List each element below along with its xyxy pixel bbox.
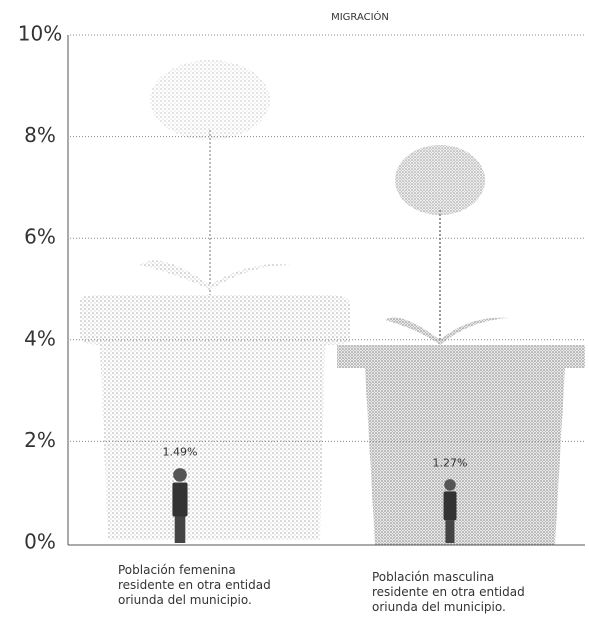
person-head xyxy=(173,468,187,482)
data-label: 1.27% xyxy=(433,456,468,469)
person-legs xyxy=(445,520,455,543)
person-head xyxy=(444,479,456,491)
chart-title: MIGRACIÓN xyxy=(331,10,389,23)
y-tick-label: 10% xyxy=(18,22,62,46)
data-label: 1.49% xyxy=(163,445,198,458)
decoration xyxy=(67,35,585,546)
person-legs xyxy=(174,516,186,543)
y-tick-label: 6% xyxy=(24,225,56,249)
person-bar xyxy=(172,468,188,543)
y-tick-label: 2% xyxy=(24,428,56,452)
person-bar xyxy=(443,479,457,543)
person-body xyxy=(172,482,188,517)
person-body xyxy=(443,491,457,521)
y-tick-label: 8% xyxy=(24,123,56,147)
y-tick-label: 0% xyxy=(24,530,56,554)
y-tick-label: 4% xyxy=(24,326,56,350)
x-category-label: Población femenina residente en otra ent… xyxy=(118,563,271,607)
x-category-label: Población masculina residente en otra en… xyxy=(372,570,525,614)
